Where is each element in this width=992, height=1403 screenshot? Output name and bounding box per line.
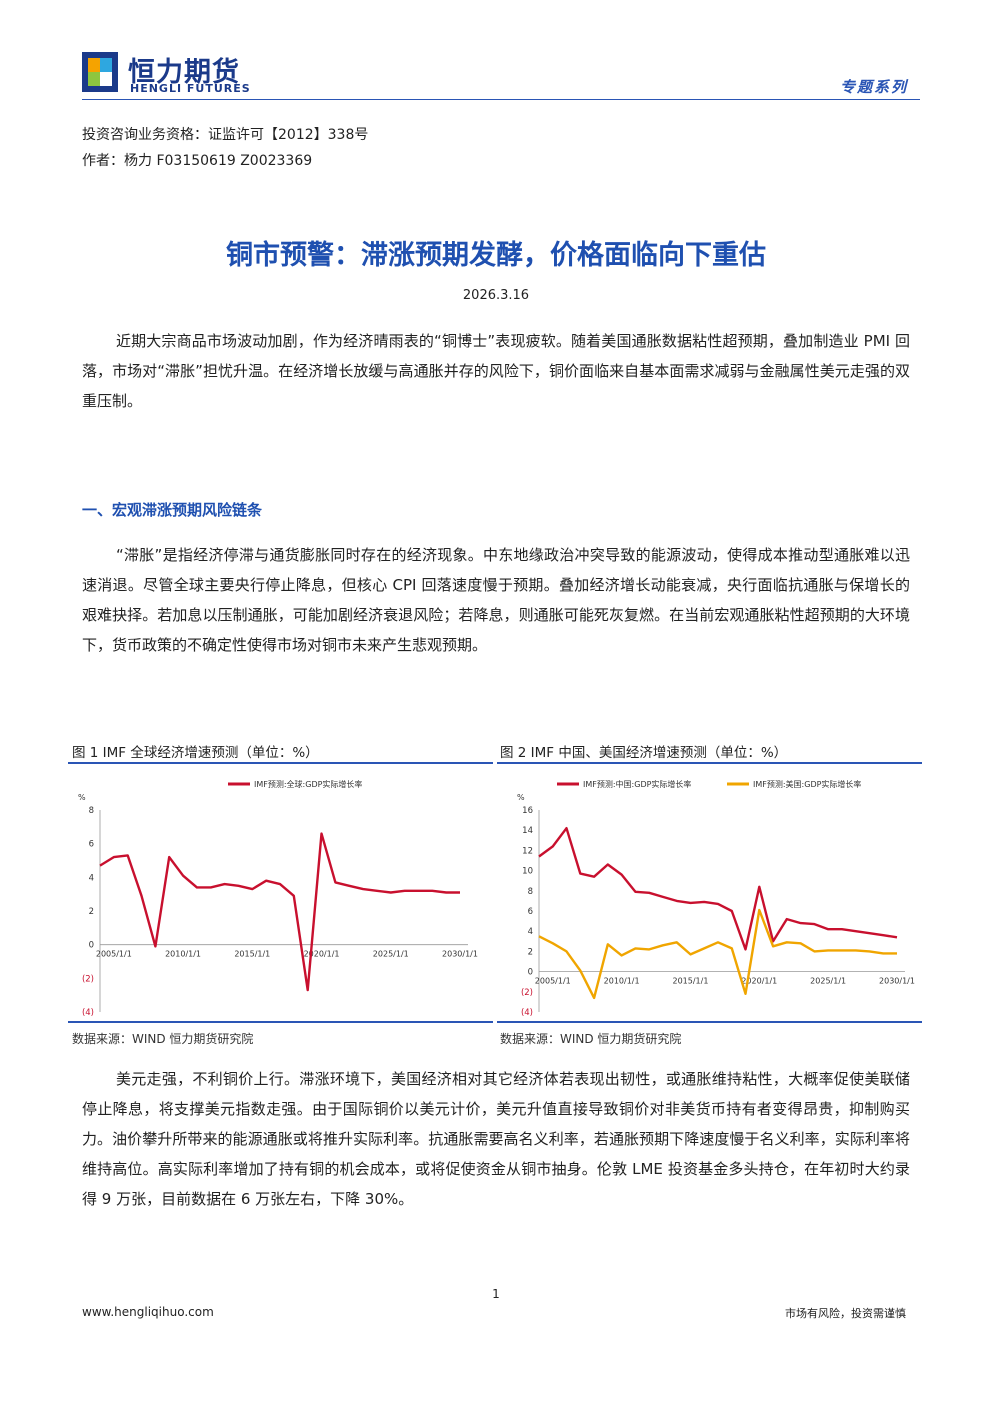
logo-text-en: HENGLI FUTURES — [130, 82, 251, 95]
x-tick-label: 2030/1/1 — [442, 950, 478, 959]
y-tick-label: 0 — [528, 968, 533, 978]
y-tick-label: 6 — [89, 840, 94, 850]
series-line — [538, 827, 898, 951]
figure1-bottom-rule — [68, 1021, 493, 1023]
figure1-caption: 图 1 IMF 全球经济增速预测（单位：%） — [72, 745, 319, 761]
y-tick-label: 4 — [89, 873, 94, 883]
legend-label: IMF预测:中国:GDP实际增长率 — [583, 779, 691, 789]
y-tick-label: 10 — [522, 867, 533, 877]
y-tick-label: (2) — [82, 974, 94, 984]
series-label: 专题系列 — [839, 78, 908, 96]
x-tick-label: 2015/1/1 — [672, 977, 708, 986]
y-tick-label: (4) — [82, 1008, 94, 1018]
y-tick-label: 8 — [528, 887, 533, 897]
report-date: 2026.3.16 — [462, 288, 530, 303]
y-tick-label: 2 — [528, 947, 533, 957]
footer-url[interactable]: www.hengliqihuo.com — [82, 1305, 214, 1319]
intro-paragraph: 近期大宗商品市场波动加剧，作为经济晴雨表的“铜博士”表现疲软。随着美国通胀数据粘… — [82, 332, 910, 410]
x-tick-label: 2005/1/1 — [96, 950, 132, 959]
y-tick-label: 12 — [522, 846, 533, 856]
x-tick-label: 2030/1/1 — [879, 977, 915, 986]
logo-text-cn: 恒力期货 — [128, 57, 240, 88]
x-tick-label: 2015/1/1 — [234, 950, 270, 959]
y-tick-label: 0 — [89, 941, 94, 951]
y-unit-label: % — [78, 793, 86, 802]
x-tick-label: 2020/1/1 — [741, 977, 777, 986]
x-tick-label: 2025/1/1 — [810, 977, 846, 986]
figure2-caption: 图 2 IMF 中国、美国经济增速预测（单位：%） — [500, 745, 788, 761]
y-tick-label: (2) — [521, 988, 533, 998]
body-paragraph-2: 美元走强，不利铜价上行。滞涨环境下，美国经济相对其它经济体若表现出韧性，或通胀维… — [82, 1070, 910, 1208]
legend-label: IMF预测:全球:GDP实际增长率 — [254, 779, 362, 789]
y-tick-label: 6 — [528, 907, 533, 917]
page-title: 铜市预警：滞涨预期发酵，价格面临向下重估 — [226, 240, 766, 271]
y-unit-label: % — [517, 793, 525, 802]
x-tick-label: 2020/1/1 — [304, 950, 340, 959]
y-tick-label: 2 — [89, 907, 94, 917]
header-divider — [82, 99, 920, 100]
figure2-bottom-rule — [497, 1021, 922, 1023]
section-paragraph: “滞胀”是指经济停滞与通货膨胀同时存在的经济现象。中东地缘政治冲突导致的能源波动… — [82, 546, 910, 654]
figure1-chart: %8 6 4 2 0 (2) (4) 2005/1/1 2010/1/1 2015/1/1 2020… — [78, 779, 478, 1018]
y-tick-label: 16 — [522, 806, 533, 816]
footer-risk-note: 市场有风险，投资需谨慎 — [785, 1307, 906, 1320]
series-line — [99, 832, 460, 992]
qualification-line: 投资咨询业务资格：证监许可【2012】338号 — [82, 127, 369, 143]
y-tick-label: 4 — [528, 927, 533, 937]
author-line: 作者：杨力 F03150619 Z0023369 — [82, 153, 313, 169]
figure1-top-rule — [68, 762, 493, 764]
section-heading: 一、宏观滞涨预期风险链条 — [82, 501, 263, 519]
figure2-top-rule — [497, 762, 922, 764]
y-tick-label: 8 — [89, 806, 94, 816]
figure1-source: 数据来源：WIND 恒力期货研究院 — [72, 1032, 254, 1046]
x-tick-label: 2010/1/1 — [165, 950, 201, 959]
x-tick-label: 2005/1/1 — [535, 977, 571, 986]
figure2-chart: % 16 14 12 10 8 6 4 2 0 (2) (4) 2005/1/1 2010/1/1 2015… — [517, 779, 915, 1018]
x-tick-label: 2010/1/1 — [604, 977, 640, 986]
series-line — [538, 908, 897, 1000]
y-tick-label: (4) — [521, 1008, 533, 1018]
figure2-source: 数据来源：WIND 恒力期货研究院 — [500, 1032, 682, 1046]
x-tick-label: 2025/1/1 — [373, 950, 409, 959]
y-tick-label: 14 — [522, 826, 533, 836]
legend-label: IMF预测:美国:GDP实际增长率 — [753, 779, 861, 789]
logo-icon — [82, 52, 118, 92]
page-number: 1 — [492, 1287, 500, 1301]
